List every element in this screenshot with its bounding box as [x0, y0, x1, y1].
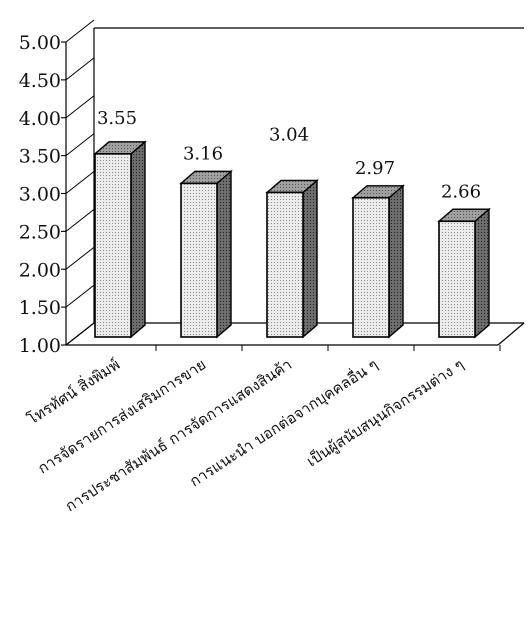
y-tick-depth: [65, 284, 95, 308]
bar-side: [474, 207, 490, 339]
y-tick-label: 2.00: [19, 259, 61, 281]
y-tick-label: 1.50: [19, 297, 61, 319]
bar-front: [438, 220, 476, 338]
value-label: 3.16: [183, 143, 223, 164]
bars: [93, 140, 491, 339]
bar: [265, 178, 319, 339]
bar: [93, 140, 147, 339]
y-tick-label: 3.50: [19, 146, 61, 168]
floor-right-edge: [497, 322, 525, 346]
x-category-label: เป็นผู้สนับสนุนกิจกรรมต่าง ๆ: [303, 354, 468, 471]
value-labels: 3.55 3.16 3.04 2.97 2.66: [97, 108, 481, 202]
y-tick-label: 3.00: [19, 184, 61, 206]
y-tick-label: 1.00: [19, 335, 61, 357]
y-tick-depth: [65, 208, 95, 232]
bar-front: [352, 196, 390, 338]
bar-front: [94, 153, 132, 338]
y-tick-label: 4.50: [19, 70, 61, 92]
y-tick-depth: [65, 95, 95, 119]
bar-front: [180, 182, 218, 338]
y-tick-depth: [65, 133, 95, 157]
y-tick-depth: [65, 322, 95, 346]
y-axis-ticks: 1.00 1.50 2.00 2.50 3.00 3.50 4.00 4.50 5.00: [19, 19, 95, 357]
y-tick-label: 5.00: [19, 32, 61, 54]
value-label: 2.97: [355, 158, 395, 179]
y-tick-depth: [65, 246, 95, 270]
bar: [437, 207, 491, 339]
value-label: 3.04: [269, 124, 309, 145]
category-labels: โทรทัศน์ สิ่งพิมพ์การจัดรายการส่งเสริมกา…: [23, 345, 501, 515]
y-tick-depth: [65, 57, 95, 81]
bar-side: [388, 184, 404, 339]
bar: [351, 184, 405, 339]
bar: [179, 169, 233, 339]
value-label: 2.66: [441, 181, 481, 202]
y-tick-depth: [65, 19, 95, 43]
y-tick-depth: [65, 171, 95, 194]
y-tick-label: 4.00: [19, 108, 61, 130]
bar-side: [216, 169, 232, 339]
bar-front: [266, 191, 304, 338]
x-category-label: การจัดรายการส่งเสริมการขาย: [34, 355, 209, 477]
bar-side: [130, 140, 146, 339]
bar-side: [302, 178, 318, 339]
y-tick-label: 2.50: [19, 221, 61, 243]
value-label: 3.55: [97, 108, 137, 129]
